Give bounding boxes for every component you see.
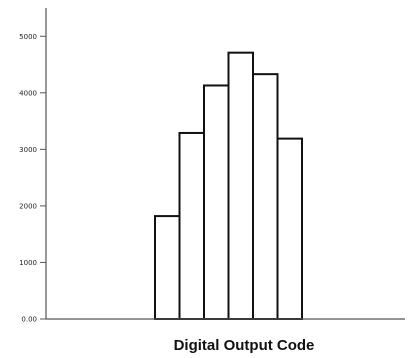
histogram-bar bbox=[178, 131, 205, 320]
histogram-bar bbox=[203, 84, 230, 320]
histogram-bar bbox=[227, 51, 254, 321]
y-tick-label: 1000 bbox=[19, 259, 37, 267]
y-ticks-group: 0.00 1000 2000 3000 4000 5000 bbox=[19, 33, 46, 324]
bars-group bbox=[154, 51, 303, 321]
y-tick-label: 5000 bbox=[19, 33, 37, 41]
y-tick-label: 0.00 bbox=[21, 316, 37, 324]
y-tick-label: 3000 bbox=[19, 146, 37, 154]
x-axis-title: Digital Output Code bbox=[174, 337, 315, 354]
histogram-bar bbox=[276, 137, 303, 320]
histogram-bar bbox=[154, 215, 181, 321]
histogram-bar bbox=[252, 73, 279, 320]
y-tick-label: 4000 bbox=[19, 89, 37, 97]
y-tick-label: 2000 bbox=[19, 202, 37, 210]
